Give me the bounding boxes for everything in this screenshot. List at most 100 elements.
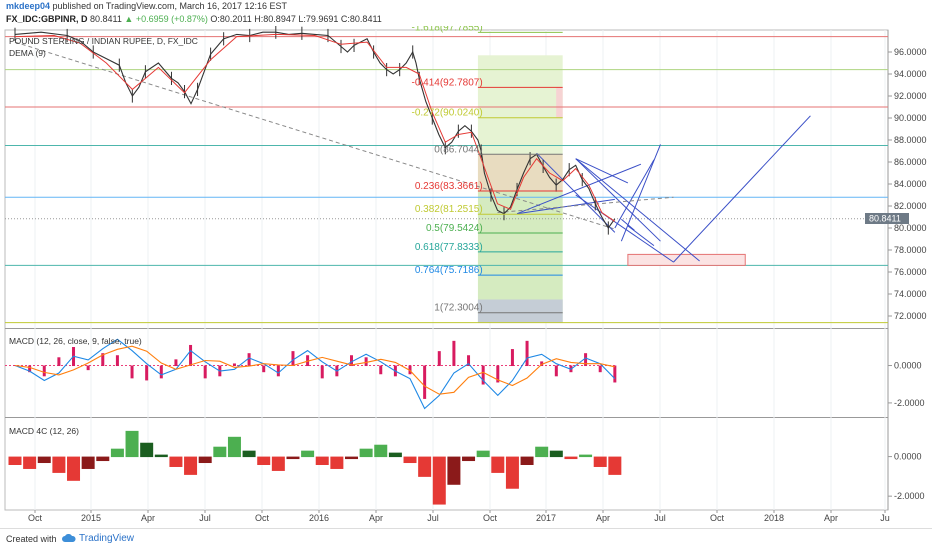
macd4c-bar xyxy=(184,456,198,475)
macd-hist-bar xyxy=(364,357,368,367)
fib-level-label: 0.618(77.8333) xyxy=(415,242,483,253)
macd4c-pane-title: MACD 4C (12, 26) xyxy=(9,426,79,436)
macd4c-bar xyxy=(359,448,373,458)
macd4c-bar xyxy=(491,456,505,473)
trend-line xyxy=(516,163,642,215)
macd-hist-bar xyxy=(86,365,90,371)
fib-level-label: 0.236(83.3661) xyxy=(415,181,483,192)
fib-level-label: -0.272(90.0240) xyxy=(412,108,483,119)
x-tick-label: 2017 xyxy=(536,513,556,523)
y-tick-label: 90.0000 xyxy=(894,113,927,123)
trend-line xyxy=(516,198,615,215)
tradingview-brand: TradingView xyxy=(79,533,135,544)
x-tick-label: Ju xyxy=(880,513,890,523)
close-value: C:80.8411 xyxy=(340,14,382,24)
macd-hist-bar xyxy=(379,365,383,375)
macd4c-bar xyxy=(198,456,212,464)
macd4c-y-tick-label: -2.0000 xyxy=(894,491,925,501)
macd-hist-bar xyxy=(262,365,266,373)
trend-line xyxy=(575,158,700,262)
macd4c-bar xyxy=(505,456,519,489)
fib-level-label: 1(72.3004) xyxy=(434,303,482,314)
y-tick-label: 78.0000 xyxy=(894,245,927,255)
macd-hist-bar xyxy=(145,365,149,381)
change-value: ▲ +0.6959 (+0.87%) xyxy=(124,14,208,24)
macd4c-bar xyxy=(418,456,432,477)
macd-y-tick-label: 0.0000 xyxy=(894,361,922,371)
macd4c-bar xyxy=(52,456,66,473)
macd-hist-bar xyxy=(42,365,46,377)
macd4c-bar xyxy=(286,456,300,460)
last-price-tag xyxy=(865,213,909,224)
macd4c-bar xyxy=(169,456,183,467)
y-tick-label: 72.0000 xyxy=(894,311,927,321)
macd4c-bar xyxy=(301,450,315,458)
macd-hist-bar xyxy=(232,363,236,367)
macd-hist-bar xyxy=(540,361,544,367)
macd-hist-bar xyxy=(423,365,427,399)
symbol-label: FX_IDC:GBPINR, D xyxy=(6,14,88,24)
macd-hist-bar xyxy=(510,349,514,367)
macd4c-bar xyxy=(96,456,110,462)
price-line xyxy=(14,31,616,230)
macd-y-tick-label: -2.0000 xyxy=(894,398,925,408)
macd4c-bar xyxy=(520,456,534,465)
macd-hist-bar xyxy=(159,365,163,379)
x-tick-label: Oct xyxy=(483,513,498,523)
macd4c-bar xyxy=(37,456,51,464)
publish-line: mkdeep04 published on TradingView.com, M… xyxy=(6,0,287,12)
author-link[interactable]: mkdeep04 xyxy=(6,1,51,11)
open-value: O:80.2011 xyxy=(210,14,252,24)
macd-hist-bar xyxy=(554,365,558,377)
macd4c-bar xyxy=(140,442,154,458)
macd-hist-bar xyxy=(189,344,193,367)
macd4c-bar xyxy=(432,456,446,505)
macd-hist-bar xyxy=(115,355,119,367)
macd4c-bar xyxy=(593,456,607,467)
macd-hist-bar xyxy=(174,359,178,367)
macd4c-bar xyxy=(330,456,344,469)
x-tick-label: Oct xyxy=(28,513,43,523)
fib-zone-red xyxy=(556,87,563,118)
macd4c-bar xyxy=(23,456,37,469)
trend-line xyxy=(627,225,655,246)
y-tick-label: 80.0000 xyxy=(894,223,927,233)
cloud-logo-icon xyxy=(62,534,76,542)
macd4c-bar xyxy=(388,452,402,458)
low-value: L:79.9691 xyxy=(298,14,339,24)
macd-hist-bar xyxy=(613,365,617,383)
x-tick-label: Oct xyxy=(255,513,270,523)
tradingview-link[interactable]: TradingView xyxy=(62,533,134,544)
macd-hist-bar xyxy=(130,365,134,379)
macd-hist-bar xyxy=(320,365,324,379)
macd4c-bar xyxy=(535,446,549,458)
macd4c-bar xyxy=(125,430,139,458)
trend-line xyxy=(575,158,661,242)
fib-level-label: 0.382(81.2515) xyxy=(415,204,483,215)
macd4c-y-tick-label: 0.0000 xyxy=(894,452,922,462)
macd-hist-bar xyxy=(247,353,251,367)
macd4c-bar xyxy=(110,448,124,458)
macd-pane-title: MACD (12, 26, close, 9, false, true) xyxy=(9,336,142,346)
macd4c-bar xyxy=(374,444,388,458)
x-tick-label: Apr xyxy=(824,513,838,523)
x-tick-label: Jul xyxy=(654,513,666,523)
fib-zone-base xyxy=(477,299,563,323)
x-tick-label: Jul xyxy=(427,513,439,523)
macd4c-bar xyxy=(154,454,168,458)
fib-zone-upper xyxy=(477,55,563,155)
y-tick-label: 86.0000 xyxy=(894,157,927,167)
macd-hist-bar xyxy=(203,365,207,379)
y-tick-label: 74.0000 xyxy=(894,289,927,299)
macd-line xyxy=(14,338,616,410)
macd-hist-bar xyxy=(467,355,471,367)
macd-hist-bar xyxy=(481,365,485,385)
chart-area[interactable]: -1.618(97.7855) -0.414(92.7807) -0.272(90.… xyxy=(0,26,932,528)
y-tick-label: 96.0000 xyxy=(894,47,927,57)
macd-hist-bar xyxy=(496,365,500,383)
main-pane-title: POUND STERLING / INDIAN RUPEE, D, FX_IDC xyxy=(9,36,198,46)
macd4c-bar xyxy=(549,450,563,458)
trend-line xyxy=(536,152,616,233)
macd4c-bar xyxy=(315,456,329,465)
footer: Created with TradingView xyxy=(0,528,932,551)
